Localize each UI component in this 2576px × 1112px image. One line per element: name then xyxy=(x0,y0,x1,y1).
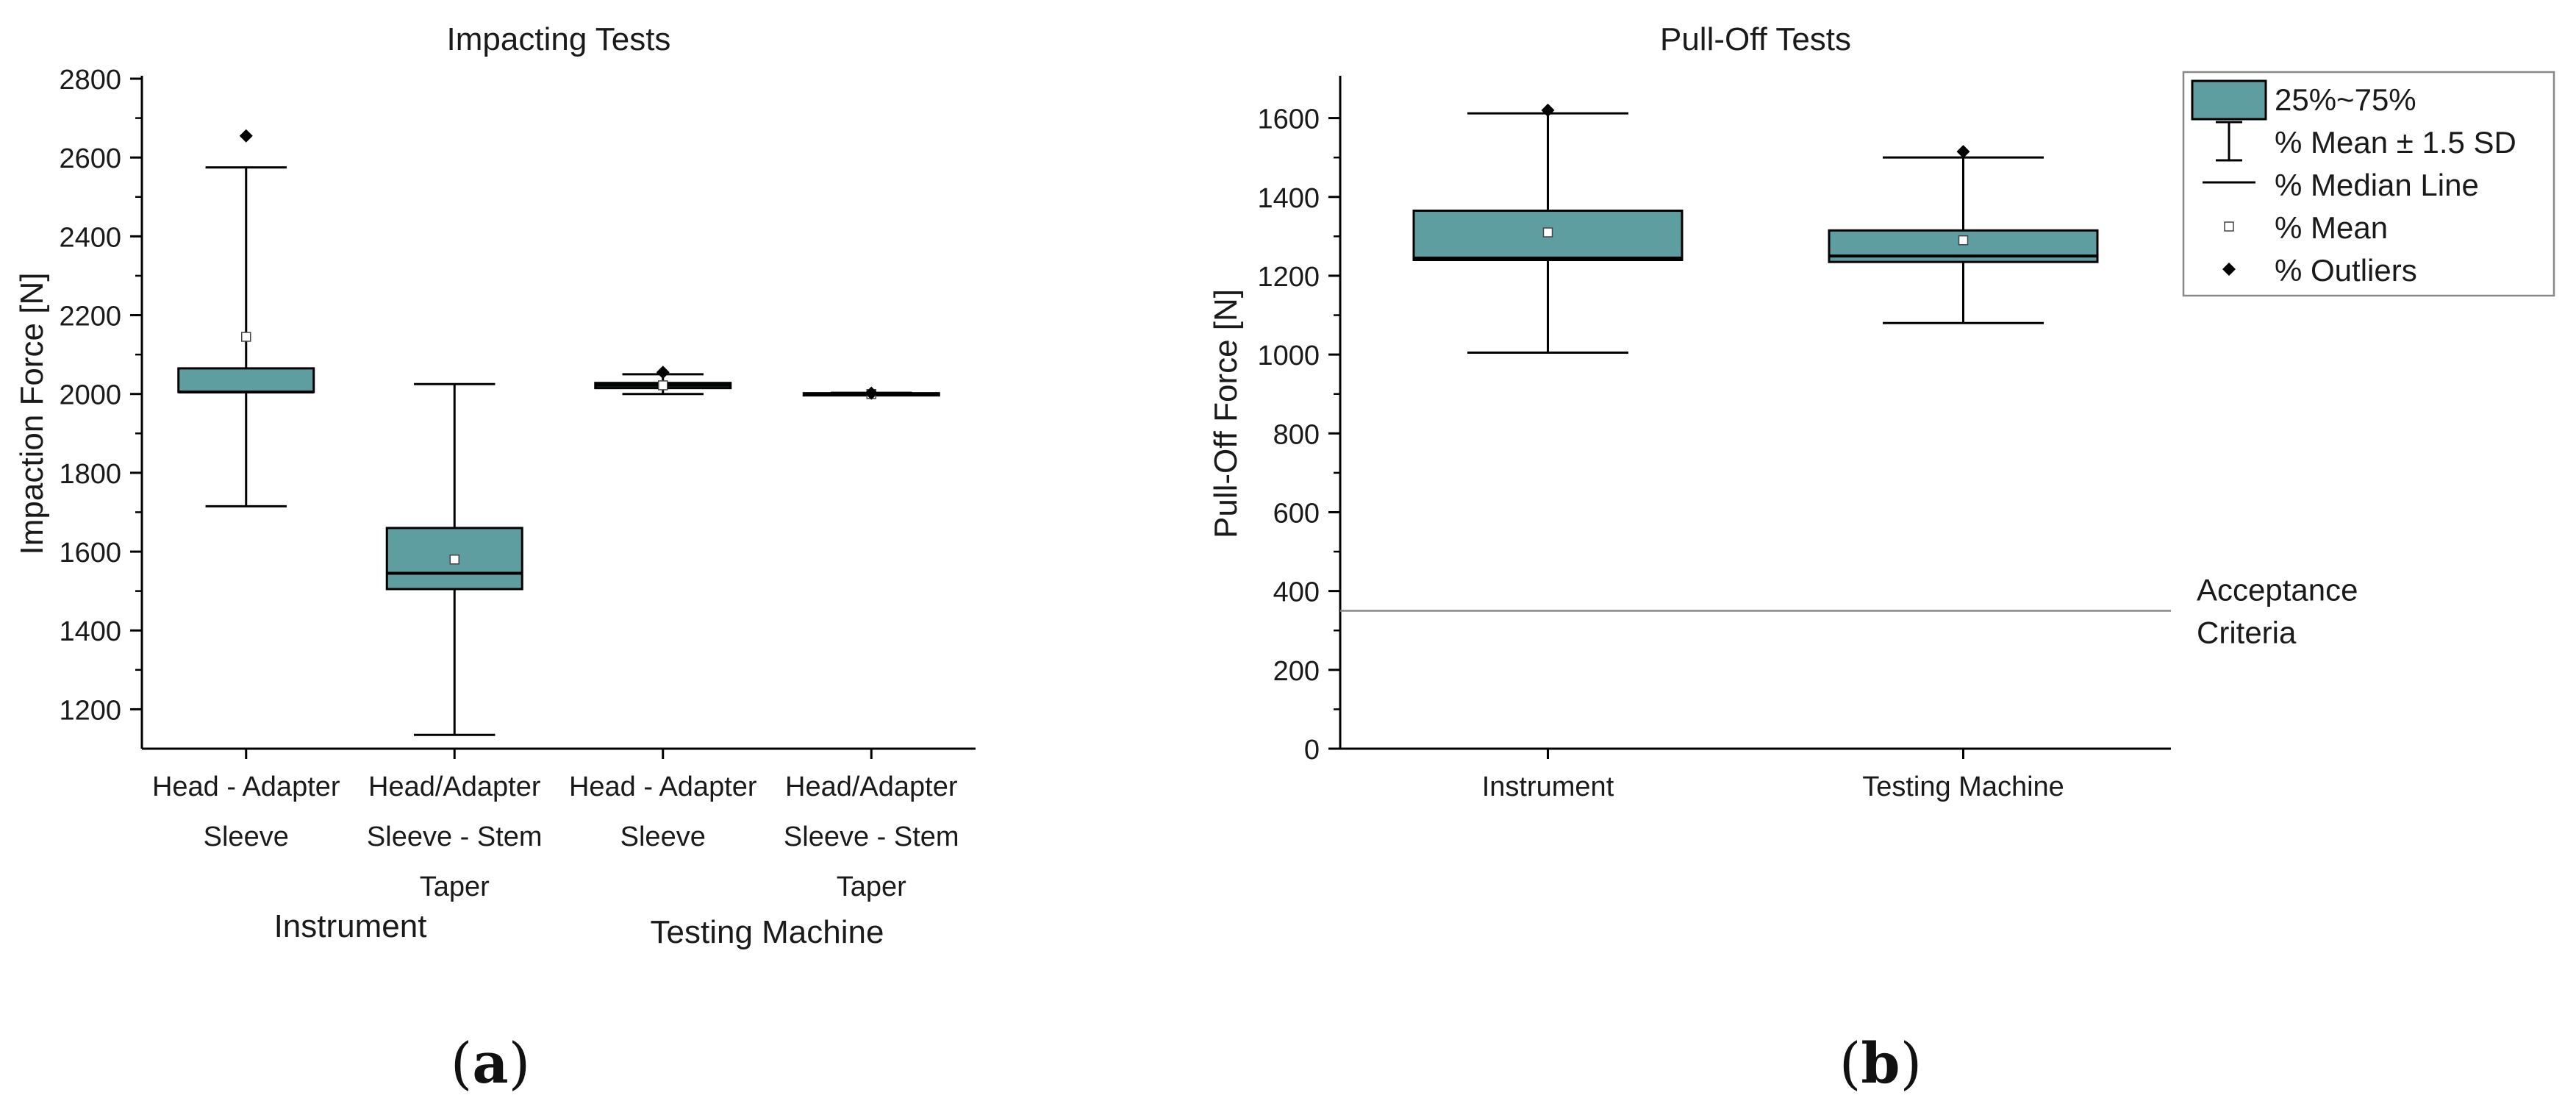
y-tick-label: 1200 xyxy=(59,695,121,726)
panel-label: (b) xyxy=(1839,1030,1922,1096)
acceptance-criteria-label: Criteria xyxy=(2197,615,2297,649)
legend-entry-label: % Mean xyxy=(2275,210,2388,245)
mean-marker xyxy=(1542,227,1553,238)
panel-label: (a) xyxy=(451,1030,531,1096)
box-1 xyxy=(385,382,523,736)
y-tick-label: 1400 xyxy=(59,616,121,647)
y-tick-label: 2800 xyxy=(59,65,121,96)
box-0 xyxy=(1412,103,1684,354)
y-axis-label: Pull-Off Force [N] xyxy=(1208,289,1244,538)
y-tick-label: 0 xyxy=(1304,735,1320,766)
x-tick-label: Taper xyxy=(837,872,906,902)
chart-panel-a: Impacting Tests 1200 1400 1600 1800 2000 2200 2… xyxy=(14,21,976,1096)
mean-marker xyxy=(241,332,251,342)
group-label: Instrument xyxy=(274,908,427,944)
x-tick-label: Taper xyxy=(420,872,490,902)
y-tick-label: 2400 xyxy=(59,222,121,253)
x-tick-label: Testing Machine xyxy=(1862,771,2064,802)
y-tick-label: 200 xyxy=(1273,656,1320,687)
x-tick-label: Sleeve xyxy=(204,821,289,852)
legend-entry-label: % Mean ± 1.5 SD xyxy=(2275,125,2516,160)
group-label: Testing Machine xyxy=(651,914,884,950)
y-tick-label: 2200 xyxy=(59,302,121,332)
legend-box-symbol xyxy=(2191,79,2267,121)
box-0 xyxy=(177,129,315,507)
y-tick-label: 1600 xyxy=(59,538,121,569)
box-3 xyxy=(802,386,940,400)
y-tick-label: 2000 xyxy=(59,380,121,411)
legend-entry-label: % Median Line xyxy=(2275,168,2479,202)
y-tick-label: 1400 xyxy=(1257,183,1320,214)
y-tick-label: 2600 xyxy=(59,143,121,174)
chart-title: Pull-Off Tests xyxy=(1660,21,1851,57)
y-tick-label: 1000 xyxy=(1257,341,1320,371)
mean-marker xyxy=(658,380,668,391)
y-tick-label: 1200 xyxy=(1257,262,1320,293)
outlier-marker xyxy=(865,386,879,400)
legend-entry-label: 25%~75% xyxy=(2275,82,2416,117)
legend-entry-label: % Outliers xyxy=(2275,253,2417,288)
outlier-marker xyxy=(1956,145,1970,159)
x-tick-label: Head/Adapter xyxy=(368,771,541,802)
legend: 25%~75% % Mean ± 1.5 SD % Median Line % Mea… xyxy=(2182,71,2555,297)
x-tick-label: Sleeve - Stem xyxy=(367,821,543,852)
box-1 xyxy=(1828,145,2099,324)
y-tick-label: 1600 xyxy=(1257,104,1320,135)
chart-title: Impacting Tests xyxy=(447,21,671,57)
chart-panel-b: Pull-Off Tests 0 200 400 600 800 1000 1200 1400 1… xyxy=(1208,21,2555,1096)
x-tick-label: Sleeve xyxy=(620,821,706,852)
x-tick-label: Head - Adapter xyxy=(152,771,340,802)
outlier-marker xyxy=(656,366,670,379)
y-axis-label: Impaction Force [N] xyxy=(14,273,50,555)
y-tick-label: 800 xyxy=(1273,419,1320,450)
box-2 xyxy=(594,366,732,396)
y-tick-label: 600 xyxy=(1273,498,1320,529)
legend-outlier-symbol xyxy=(2222,263,2236,276)
iqr-box xyxy=(177,367,315,393)
x-tick-label: Instrument xyxy=(1482,771,1614,802)
x-tick-label: Sleeve - Stem xyxy=(784,821,959,852)
outlier-marker xyxy=(1541,103,1555,117)
y-tick-label: 1800 xyxy=(59,459,121,490)
x-tick-label: Head - Adapter xyxy=(569,771,757,802)
acceptance-criteria-label: Acceptance xyxy=(2197,572,2358,607)
x-tick-label: Head/Adapter xyxy=(785,771,958,802)
y-tick-label: 400 xyxy=(1273,577,1320,608)
mean-marker xyxy=(1958,235,1969,246)
legend-mean-symbol xyxy=(2224,221,2234,232)
mean-marker xyxy=(449,555,459,565)
outlier-marker xyxy=(239,129,253,143)
